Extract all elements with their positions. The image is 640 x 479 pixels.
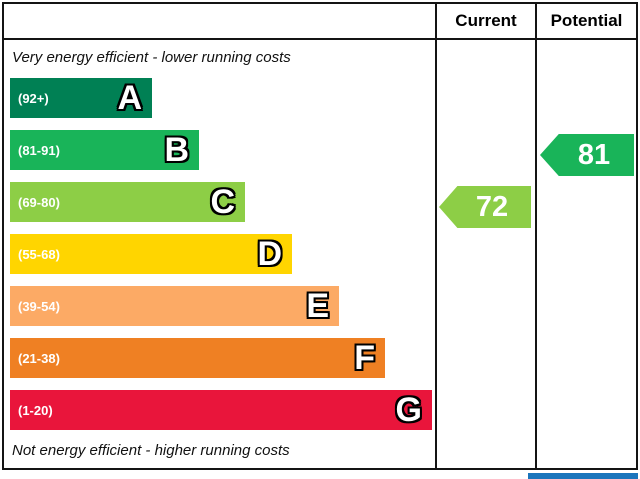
band-range-label: (69-80) xyxy=(18,194,60,210)
band-range-label: (55-68) xyxy=(18,246,60,262)
current-column-header: Current xyxy=(435,4,535,38)
potential-rating-value: 81 xyxy=(577,138,611,171)
band-a-bar: (92+) A xyxy=(10,78,152,118)
chart-body: Very energy efficient - lower running co… xyxy=(4,40,636,468)
band-range-label: (81-91) xyxy=(18,142,60,158)
band-f-bar: (21-38) F xyxy=(10,338,385,378)
band-range-label: (21-38) xyxy=(18,350,60,366)
band-row: (1-20) G xyxy=(4,384,435,436)
band-letter: B xyxy=(164,131,189,169)
band-range-label: (39-54) xyxy=(18,298,60,314)
potential-rating-column: 81 xyxy=(535,40,636,468)
potential-rating-arrow: 81 xyxy=(540,134,634,176)
bottom-caption: Not energy efficient - higher running co… xyxy=(12,442,290,459)
band-range-label: (92+) xyxy=(18,90,49,106)
band-row: (55-68) D xyxy=(4,228,435,280)
band-b-bar: (81-91) B xyxy=(10,130,199,170)
band-row: (21-38) F xyxy=(4,332,435,384)
band-range-label: (1-20) xyxy=(18,402,53,418)
band-letter: G xyxy=(395,391,422,429)
band-letter: F xyxy=(354,339,375,377)
current-rating-column: 72 xyxy=(435,40,535,468)
band-letter: A xyxy=(117,79,142,117)
band-letter: D xyxy=(257,235,282,273)
header-spacer xyxy=(4,4,435,38)
current-rating-value: 72 xyxy=(475,190,509,223)
band-row: (69-80) C xyxy=(4,176,435,228)
chart-header-row: Current Potential xyxy=(4,4,636,40)
band-row: (81-91) B xyxy=(4,124,435,176)
band-row: (92+) A xyxy=(4,72,435,124)
band-e-bar: (39-54) E xyxy=(10,286,339,326)
energy-efficiency-chart: Current Potential Very energy efficient … xyxy=(2,2,638,470)
band-letter: C xyxy=(210,183,235,221)
potential-column-header: Potential xyxy=(535,4,636,38)
band-g-bar: (1-20) G xyxy=(10,390,432,430)
bands-area: Very energy efficient - lower running co… xyxy=(4,40,435,468)
band-letter: E xyxy=(306,287,329,325)
band-c-bar: (69-80) C xyxy=(10,182,245,222)
cutoff-footer-edge xyxy=(528,473,638,479)
current-rating-arrow: 72 xyxy=(439,186,531,228)
band-row: (39-54) E xyxy=(4,280,435,332)
band-d-bar: (55-68) D xyxy=(10,234,292,274)
top-caption: Very energy efficient - lower running co… xyxy=(12,49,291,66)
